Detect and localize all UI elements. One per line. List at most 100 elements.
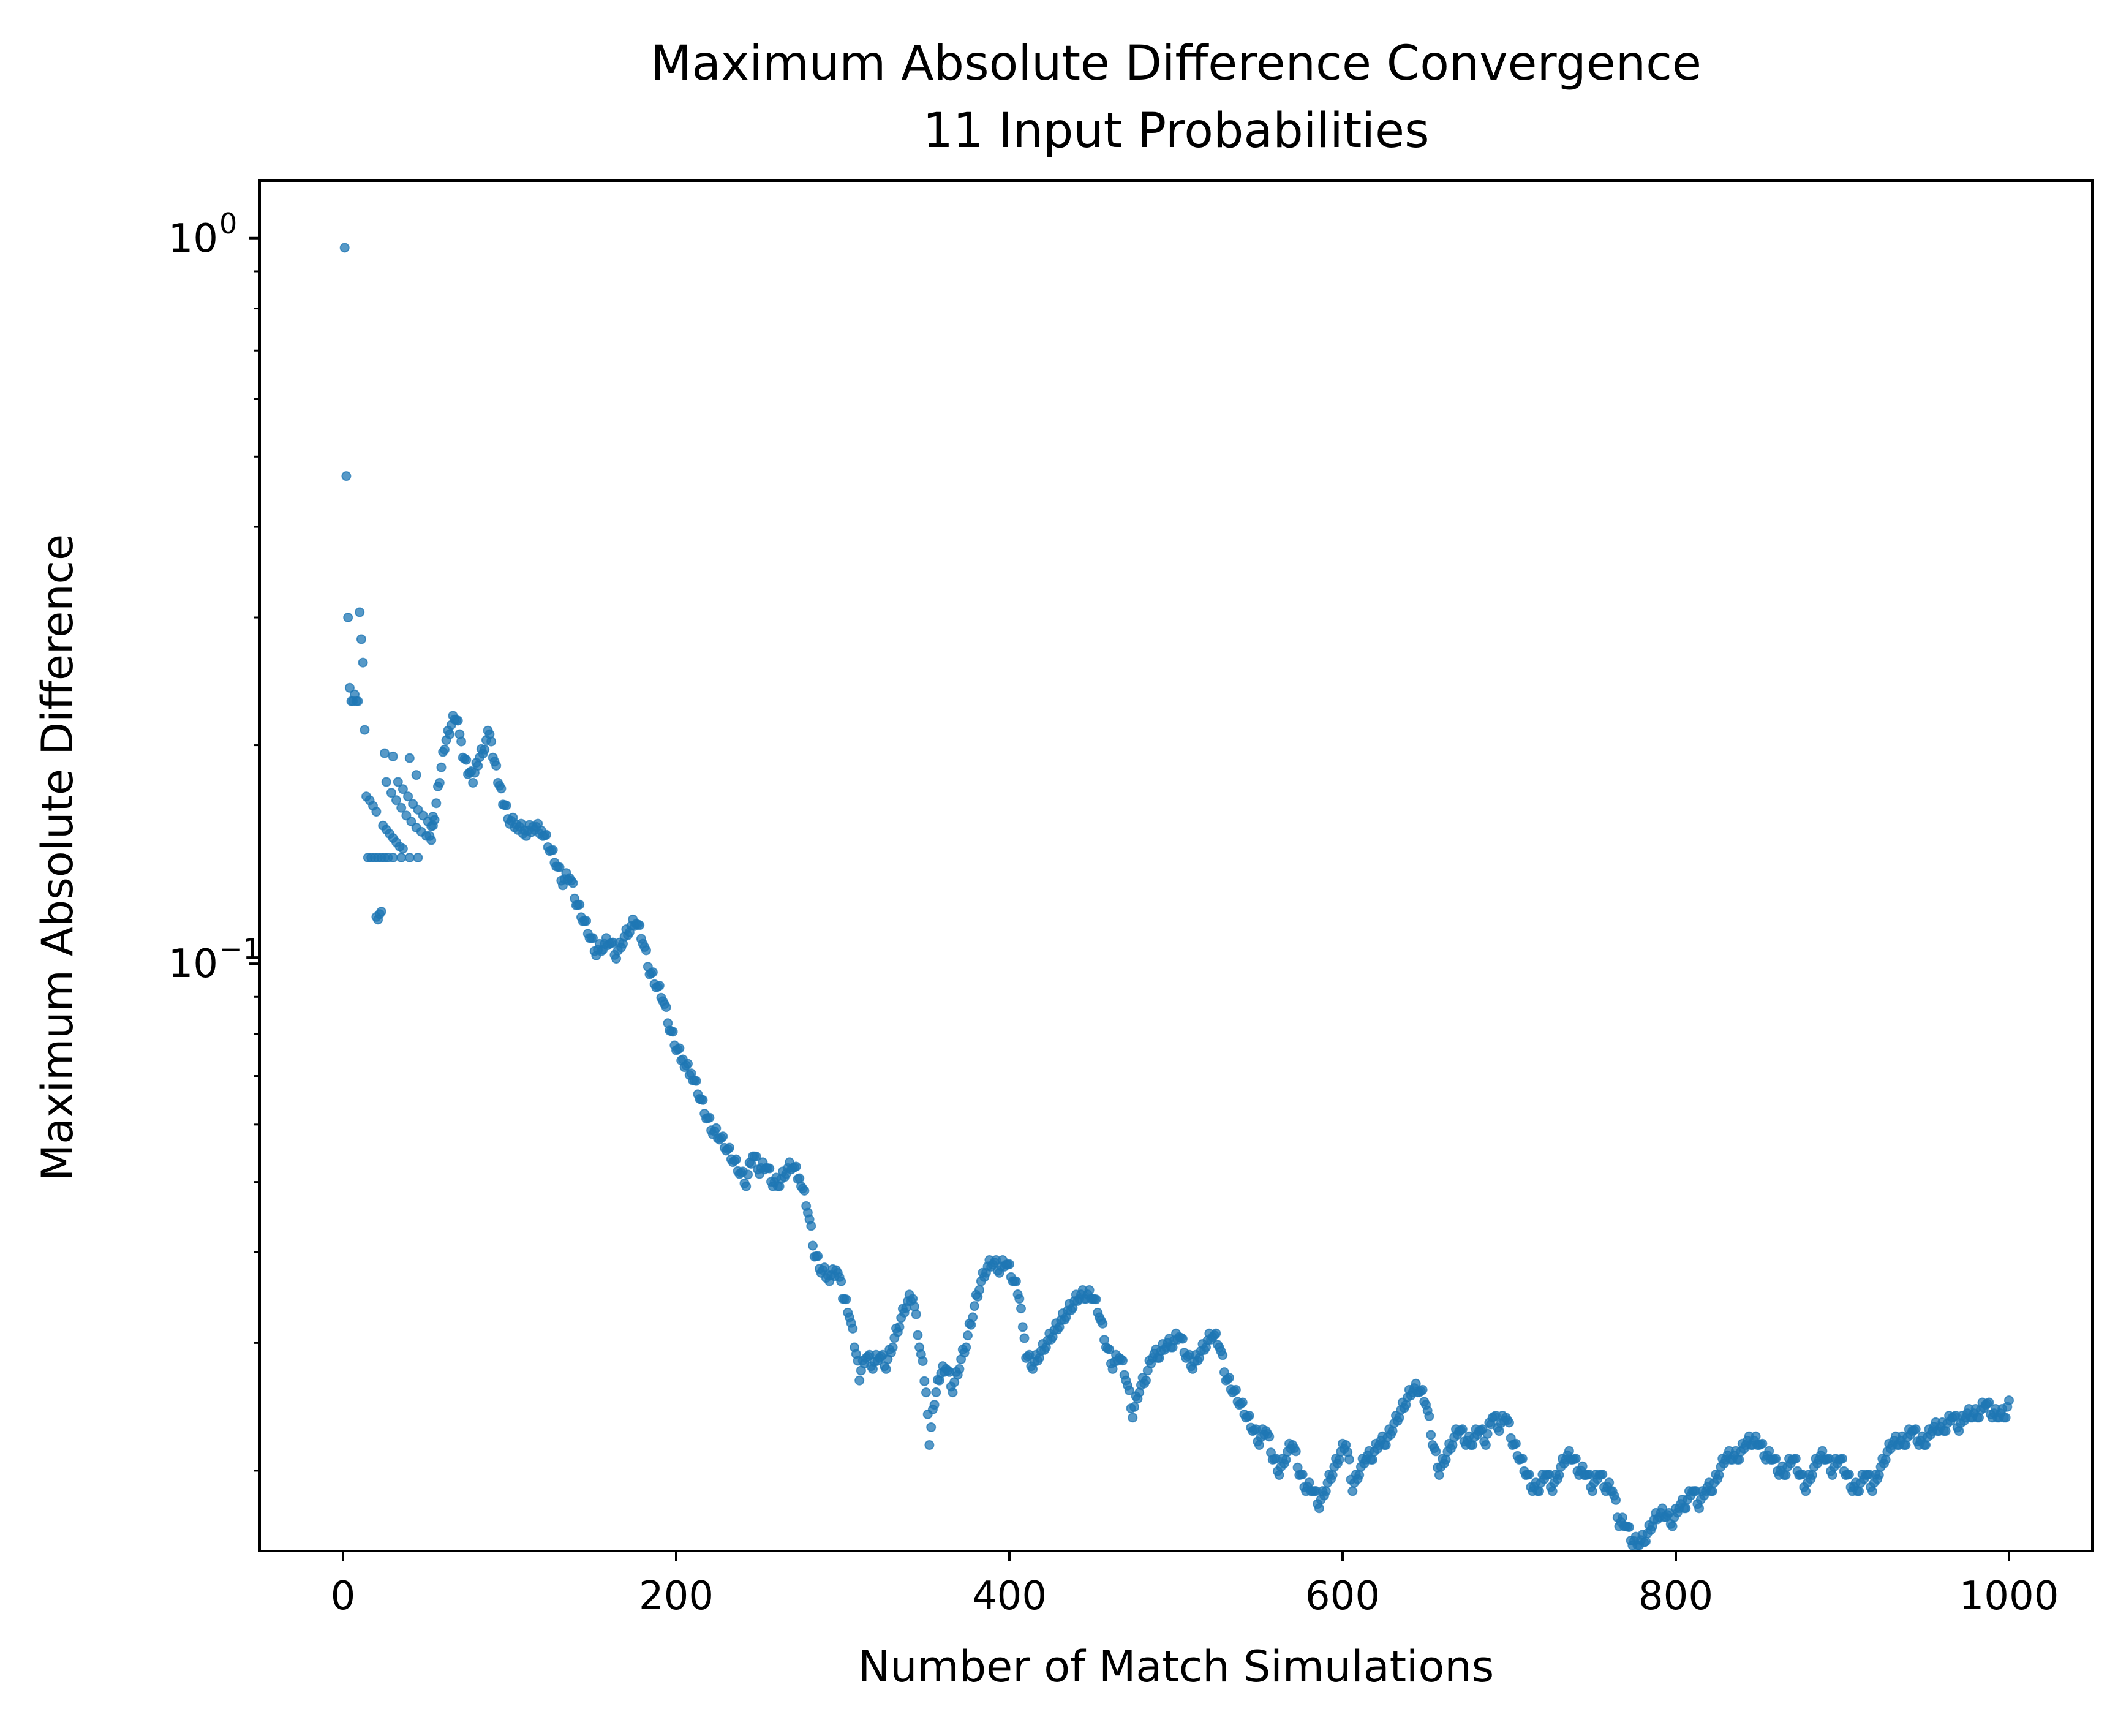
data-point (404, 853, 415, 862)
data-point (404, 753, 415, 763)
data-point (1441, 1454, 1451, 1465)
data-point (393, 777, 403, 787)
data-point (1237, 1397, 1248, 1408)
data-point (1734, 1454, 1744, 1465)
data-point (799, 1185, 810, 1196)
data-point (926, 1422, 937, 1432)
data-point (371, 807, 382, 817)
data-point (1667, 1521, 1678, 1531)
data-point (1354, 1470, 1365, 1480)
data-point (1874, 1470, 1884, 1480)
data-point (948, 1387, 958, 1398)
data-point (398, 843, 408, 854)
data-point (496, 783, 507, 794)
data-point (911, 1309, 921, 1319)
data-point (1017, 1322, 1028, 1332)
data-point (841, 1294, 851, 1305)
data-point (1124, 1385, 1134, 1395)
data-point (931, 1387, 941, 1397)
data-point (791, 1161, 801, 1172)
data-point (704, 1112, 715, 1123)
data-point (1387, 1426, 1398, 1436)
data-point (1482, 1428, 1493, 1439)
data-point (1757, 1438, 1768, 1449)
data-point (1880, 1454, 1891, 1465)
data-point (456, 736, 467, 747)
data-point (1098, 1318, 1108, 1329)
x-axis-label: Number of Match Simulations (858, 1642, 1494, 1692)
data-point (445, 729, 455, 739)
data-point (1084, 1285, 1095, 1295)
data-point (358, 657, 368, 668)
data-point (743, 1169, 753, 1180)
data-point (541, 829, 551, 840)
data-point (468, 777, 478, 788)
data-point (1694, 1503, 1705, 1514)
data-point (1984, 1397, 1994, 1408)
plot-frame (258, 179, 2094, 1552)
data-point (1118, 1356, 1128, 1366)
y-tick-exponent: 0 (219, 207, 237, 240)
data-point (581, 916, 592, 926)
data-point (501, 800, 511, 810)
data-point (1254, 1440, 1264, 1450)
data-point (913, 1330, 923, 1340)
data-point (1014, 1294, 1025, 1304)
data-point (353, 696, 363, 706)
data-point (1534, 1486, 1544, 1496)
y-axis-label: Maximum Absolute Difference (32, 534, 83, 1181)
data-point (1901, 1440, 1911, 1450)
chart-subtitle: 11 Input Probabilities (922, 104, 1429, 159)
data-point (854, 1375, 865, 1386)
data-point (1817, 1446, 1828, 1456)
data-point (1751, 1431, 1761, 1441)
data-point (1016, 1304, 1026, 1314)
data-point (1468, 1440, 1478, 1450)
data-point (661, 1002, 671, 1013)
data-point (908, 1294, 918, 1304)
data-point (1230, 1384, 1241, 1395)
data-point (1334, 1454, 1344, 1465)
data-point (611, 954, 622, 964)
data-point (1954, 1426, 1964, 1436)
data-point (461, 755, 472, 765)
data-point (711, 1123, 722, 1133)
data-point (1321, 1486, 1331, 1496)
data-point (961, 1342, 971, 1353)
data-point (641, 945, 651, 956)
data-point (575, 899, 585, 910)
data-point (548, 845, 558, 855)
data-point (1244, 1411, 1254, 1421)
data-point (1218, 1350, 1228, 1360)
data-point (683, 1059, 693, 1069)
data-point (1714, 1470, 1724, 1480)
data-point (1381, 1440, 1391, 1450)
data-point (380, 748, 390, 758)
data-point (1304, 1477, 1314, 1488)
data-point (388, 751, 398, 761)
data-point (480, 744, 490, 755)
data-point (411, 770, 421, 780)
data-point (794, 1173, 805, 1183)
data-point (894, 1322, 905, 1332)
data-point (343, 613, 353, 622)
data-point (1790, 1454, 1801, 1464)
data-point (1570, 1454, 1581, 1464)
data-point (381, 777, 391, 787)
data-point (1274, 1470, 1284, 1480)
data-point (491, 760, 502, 771)
data-point (1618, 1512, 1627, 1523)
data-point (921, 1387, 931, 1398)
data-point (1141, 1375, 1151, 1386)
data-point (1837, 1454, 1847, 1464)
data-point (434, 777, 445, 788)
data-point (1019, 1333, 1030, 1343)
data-point (1597, 1470, 1608, 1479)
data-point (1264, 1432, 1275, 1442)
data-point (398, 784, 408, 794)
y-tick-label: 10 (168, 216, 218, 262)
data-point (1524, 1470, 1534, 1479)
data-point (588, 933, 598, 943)
data-point (403, 791, 413, 802)
x-tick-label: 600 (1305, 1574, 1380, 1619)
